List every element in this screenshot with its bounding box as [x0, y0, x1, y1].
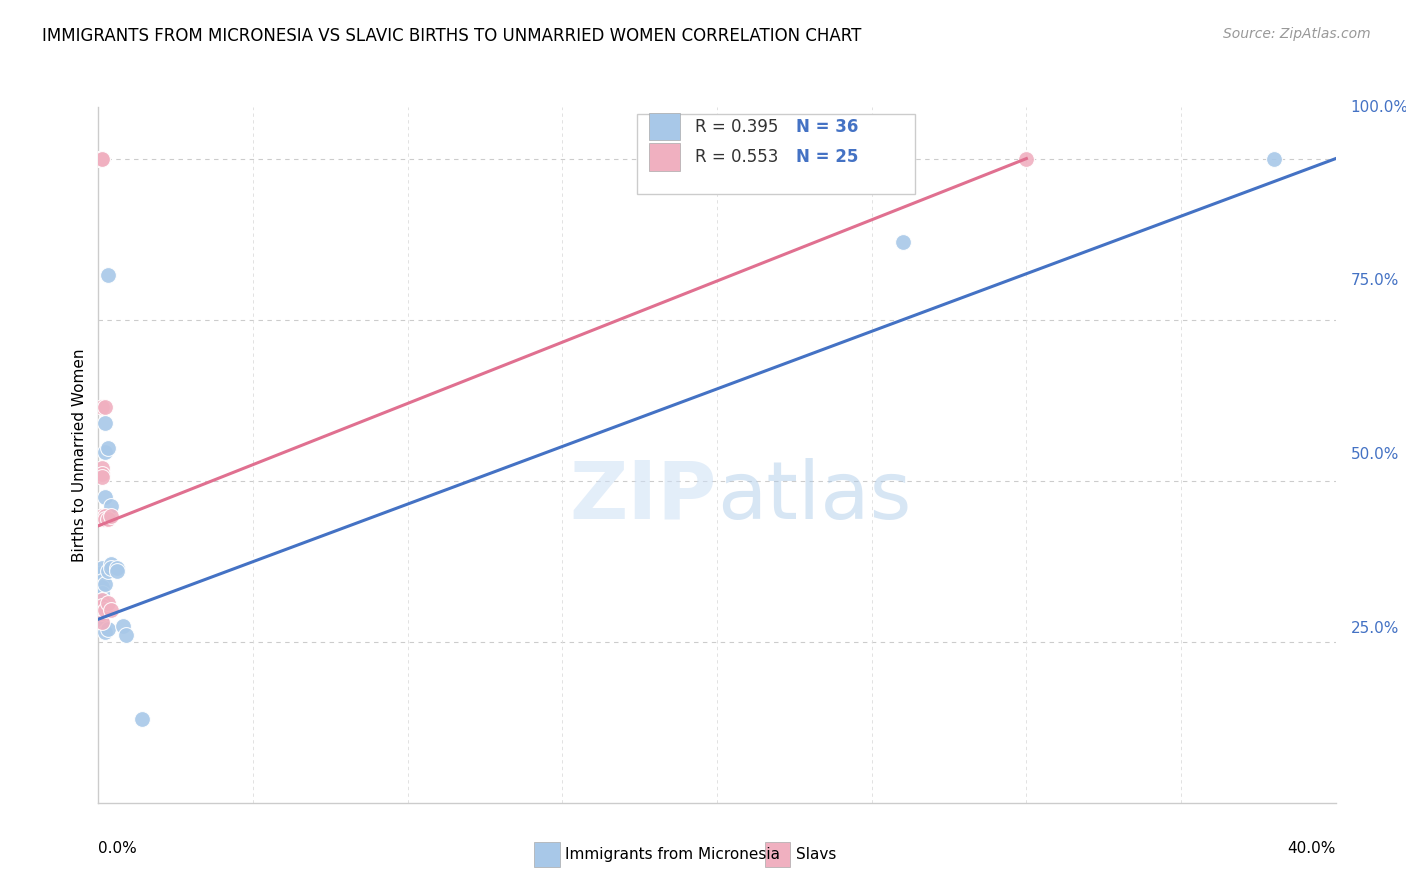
Point	[93, 416, 115, 430]
Point	[87, 602, 110, 616]
Point	[97, 564, 120, 578]
Point	[90, 615, 112, 630]
FancyBboxPatch shape	[650, 144, 681, 171]
Point	[105, 564, 128, 578]
Point	[93, 602, 115, 616]
Point	[97, 622, 120, 636]
Text: R = 0.553: R = 0.553	[695, 148, 778, 166]
Point	[90, 560, 112, 574]
Text: 100.0%: 100.0%	[1351, 100, 1406, 114]
Point	[87, 152, 110, 166]
Text: N = 25: N = 25	[796, 148, 859, 166]
Point	[93, 509, 115, 524]
Point	[100, 500, 122, 514]
Point	[93, 400, 115, 414]
Text: 40.0%: 40.0%	[1288, 841, 1336, 856]
Point	[90, 602, 112, 616]
Point	[90, 615, 112, 630]
Point	[93, 512, 115, 526]
Point	[90, 606, 112, 620]
Point	[87, 152, 110, 166]
Point	[90, 509, 112, 524]
Point	[97, 596, 120, 610]
Point	[97, 512, 120, 526]
FancyBboxPatch shape	[650, 112, 681, 140]
Point	[90, 152, 112, 166]
Point	[90, 586, 112, 600]
Point	[90, 460, 112, 475]
Text: 25.0%: 25.0%	[1351, 622, 1399, 636]
Point	[87, 612, 110, 626]
Point	[97, 268, 120, 282]
Text: 50.0%: 50.0%	[1351, 448, 1399, 462]
Point	[105, 560, 128, 574]
Point	[90, 470, 112, 484]
Point	[90, 599, 112, 614]
Point	[100, 560, 122, 574]
Point	[90, 609, 112, 624]
Point	[131, 712, 153, 726]
FancyBboxPatch shape	[637, 114, 915, 194]
Point	[87, 583, 110, 598]
Point	[97, 442, 120, 456]
Point	[90, 467, 112, 482]
Text: Source: ZipAtlas.com: Source: ZipAtlas.com	[1223, 27, 1371, 41]
Point	[112, 618, 135, 632]
Text: ZIP: ZIP	[569, 458, 717, 536]
Point	[100, 509, 122, 524]
Point	[87, 152, 110, 166]
Text: 75.0%: 75.0%	[1351, 274, 1399, 288]
Point	[90, 152, 112, 166]
Text: atlas: atlas	[717, 458, 911, 536]
Point	[87, 606, 110, 620]
Text: Immigrants from Micronesia: Immigrants from Micronesia	[565, 847, 780, 862]
Point	[90, 592, 112, 607]
Point	[891, 235, 914, 250]
Point	[90, 580, 112, 594]
Point	[93, 490, 115, 504]
Point	[87, 599, 110, 614]
Point	[93, 625, 115, 640]
Point	[90, 592, 112, 607]
Text: R = 0.395: R = 0.395	[695, 118, 778, 136]
Point	[1263, 152, 1285, 166]
Y-axis label: Births to Unmarried Women: Births to Unmarried Women	[72, 348, 87, 562]
Point	[87, 592, 110, 607]
Point	[115, 628, 138, 642]
Text: IMMIGRANTS FROM MICRONESIA VS SLAVIC BIRTHS TO UNMARRIED WOMEN CORRELATION CHART: IMMIGRANTS FROM MICRONESIA VS SLAVIC BIR…	[42, 27, 862, 45]
Point	[90, 512, 112, 526]
Point	[87, 152, 110, 166]
Point	[1015, 152, 1038, 166]
Point	[93, 576, 115, 591]
Text: 0.0%: 0.0%	[98, 841, 138, 856]
Text: Slavs: Slavs	[796, 847, 837, 862]
Point	[90, 574, 112, 588]
Point	[97, 509, 120, 524]
Point	[100, 602, 122, 616]
Point	[93, 444, 115, 458]
Point	[90, 400, 112, 414]
Point	[100, 558, 122, 572]
Text: N = 36: N = 36	[796, 118, 859, 136]
Point	[87, 567, 110, 582]
Point	[90, 599, 112, 614]
